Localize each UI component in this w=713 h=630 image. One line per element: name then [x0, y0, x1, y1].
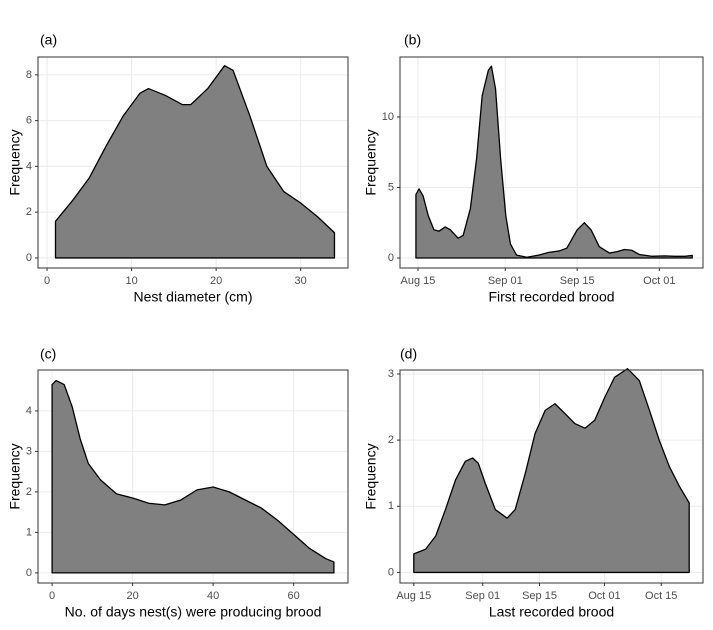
y-tick-label: 0: [26, 252, 32, 264]
y-tick-label: 2: [26, 206, 32, 218]
x-tick-label: Oct 01: [588, 590, 620, 602]
y-tick-label: 3: [388, 368, 394, 380]
x-tick-label: Sep 01: [465, 590, 500, 602]
panel-tag: (c): [40, 346, 56, 362]
x-tick-label: Oct 01: [643, 275, 675, 287]
panel-tag: (a): [40, 32, 57, 48]
x-tick-label: 0: [49, 590, 55, 602]
x-tick-label: 10: [125, 275, 137, 287]
y-axis-title: Frequency: [7, 443, 23, 509]
y-tick-label: 2: [388, 434, 394, 446]
y-tick-label: 4: [26, 405, 32, 417]
x-axis-title: No. of days nest(s) were producing brood: [65, 604, 322, 620]
x-tick-label: Aug 15: [401, 275, 436, 287]
x-tick-label: 40: [207, 590, 219, 602]
y-tick-label: 0: [26, 567, 32, 579]
x-tick-label: 60: [288, 590, 300, 602]
x-tick-label: Sep 01: [488, 275, 523, 287]
y-tick-label: 4: [26, 160, 32, 172]
y-tick-label: 10: [382, 111, 394, 123]
y-tick-label: 3: [26, 445, 32, 457]
x-tick-label: 30: [295, 275, 307, 287]
x-tick-label: 20: [210, 275, 222, 287]
y-tick-label: 1: [26, 526, 32, 538]
x-tick-label: Sep 15: [560, 275, 595, 287]
y-tick-label: 5: [388, 181, 394, 193]
y-axis-title: Frequency: [7, 129, 23, 195]
density-area: [413, 368, 690, 574]
x-tick-label: 20: [126, 590, 138, 602]
y-tick-label: 2: [26, 486, 32, 498]
x-tick-label: 0: [44, 275, 50, 287]
y-tick-label: 0: [388, 252, 394, 264]
x-tick-label: Aug 15: [396, 590, 431, 602]
x-tick-label: Sep 15: [522, 590, 557, 602]
panel-border: [399, 56, 704, 269]
panel-tag: (d): [400, 346, 417, 362]
x-axis-title: Last recorded brood: [489, 604, 614, 620]
y-tick-label: 0: [388, 566, 394, 578]
y-axis-title: Frequency: [363, 443, 379, 509]
y-tick-label: 8: [26, 69, 32, 81]
x-axis-title: First recorded brood: [488, 289, 614, 305]
y-axis-title: Frequency: [363, 129, 379, 195]
y-tick-label: 6: [26, 115, 32, 127]
y-tick-label: 1: [388, 500, 394, 512]
panel-border: [37, 56, 349, 269]
density-area: [54, 65, 336, 259]
panel-border: [37, 369, 349, 584]
panel-border: [399, 369, 704, 584]
x-tick-label: Oct 15: [645, 590, 677, 602]
density-area: [415, 65, 693, 259]
x-axis-title: Nest diameter (cm): [133, 289, 252, 305]
panel-tag: (b): [404, 32, 421, 48]
density-area: [51, 379, 335, 574]
